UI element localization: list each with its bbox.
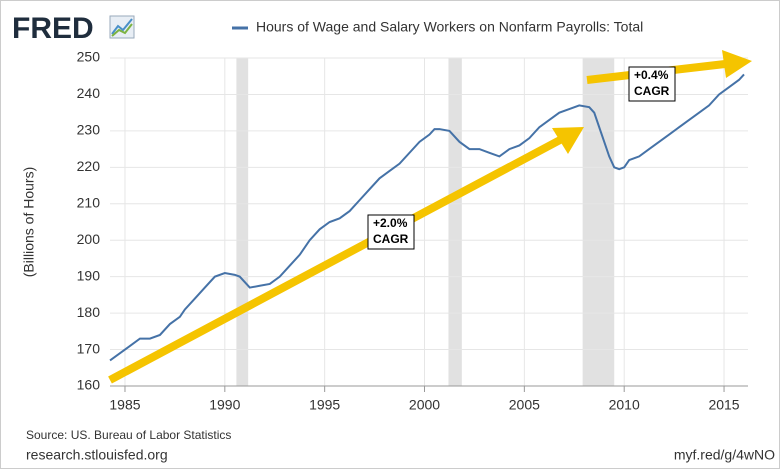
source: Source: US. Bureau of Labor Statistics xyxy=(26,428,231,442)
y-tick-label: 160 xyxy=(77,377,101,393)
plot: 160 170 180 190 200 210 220 230 240 250 1985 1990 19… xyxy=(77,49,748,413)
annotation-text: +0.4% xyxy=(634,68,669,82)
logo-icon xyxy=(109,15,135,39)
annotation-box xyxy=(628,66,676,102)
recession-band xyxy=(448,58,462,386)
series-line xyxy=(109,73,745,362)
recession-band xyxy=(236,58,249,386)
y-tick-label: 200 xyxy=(77,231,101,247)
annotation: +2.0% CAGR xyxy=(367,214,415,250)
annotation-text: +2.0% xyxy=(373,216,408,230)
y-tick-label: 240 xyxy=(77,85,101,101)
arrow xyxy=(108,136,562,384)
y-tick-label: 220 xyxy=(77,158,101,174)
x-tick-label: 2000 xyxy=(409,397,440,413)
link: myf.red/g/4wNO xyxy=(674,447,775,463)
x-tick-label: 2005 xyxy=(509,397,540,413)
y-tick-label: 250 xyxy=(77,49,101,65)
annotation: +0.4% CAGR xyxy=(628,66,676,102)
arrow-head xyxy=(722,50,752,78)
y-tick-label: 170 xyxy=(77,340,101,356)
y-tick-label: 180 xyxy=(77,304,101,320)
x-tick-label: 2010 xyxy=(609,397,640,413)
annotations: +2.0% CAGR +0.4% CAGR xyxy=(367,66,676,250)
y-tick-label: 230 xyxy=(77,122,101,138)
arrow-head xyxy=(552,127,584,154)
annotation-text: CAGR xyxy=(634,84,670,98)
x-tick-label: 2015 xyxy=(708,397,739,413)
recession-band xyxy=(582,58,615,386)
legend-label: Hours of Wage and Salary Workers on Nonf… xyxy=(256,19,643,35)
logo: FRED xyxy=(12,12,94,45)
annotation-text: CAGR xyxy=(373,232,409,246)
x-tick-label: 1995 xyxy=(309,397,340,413)
x-tick-label: 1990 xyxy=(209,397,240,413)
site: research.stlouisfed.org xyxy=(26,447,168,463)
x-tick-label: 1985 xyxy=(109,397,140,413)
y-axis-label: (Billions of Hours) xyxy=(21,167,37,277)
y-tick-label: 190 xyxy=(77,267,101,283)
annotation-box xyxy=(367,214,415,250)
y-tick-label: 210 xyxy=(77,194,101,210)
